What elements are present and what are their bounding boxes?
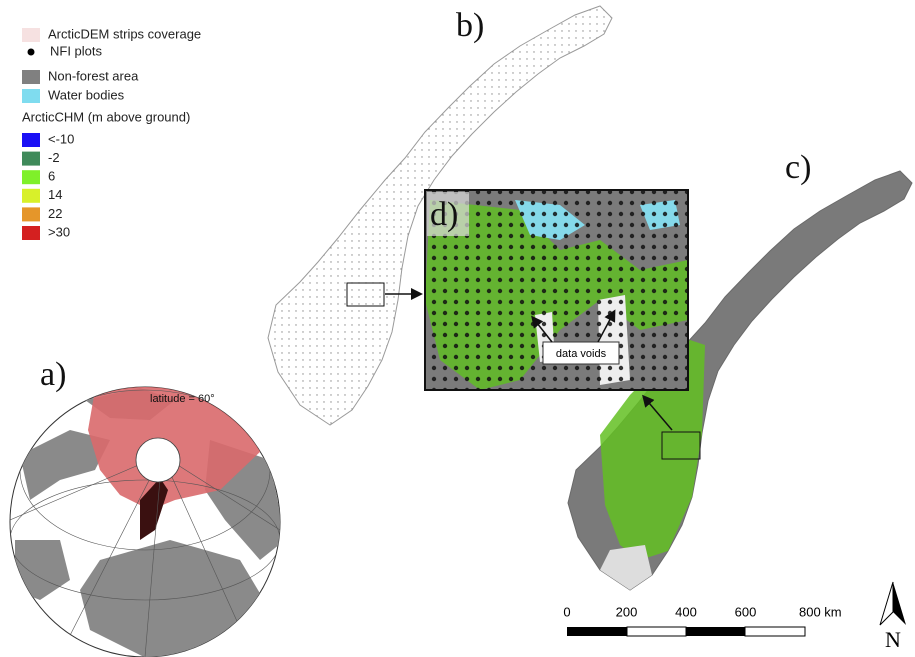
scale-labels: 0 200 400 600 800 km [563,604,841,619]
legend-label: Water bodies [48,87,125,102]
legend-label: 22 [48,206,62,221]
north-arrow: N [880,582,906,652]
legend-swatch [22,170,40,184]
scale-label: 400 [675,604,697,619]
scale-label: 600 [735,604,757,619]
legend-label: 6 [48,169,55,184]
legend-label: <-10 [48,131,74,146]
legend-swatch [22,70,40,84]
legend-title: ArcticCHM (m above ground) [22,109,190,124]
legend-label: Non-forest area [48,68,139,83]
inset: d) data voids [425,190,688,390]
panel-label: c) [785,149,811,186]
legend-label: -2 [48,150,60,165]
legend-label: ArcticDEM strips coverage [48,26,201,41]
panel-label: a) [40,356,66,393]
annotation: data voids [556,348,607,360]
scale-bar [567,627,805,636]
legend-swatch [22,133,40,147]
north-label: N [885,627,901,652]
legend: ArcticDEM strips coverage NFI plots Non-fo… [22,26,201,240]
globe-label: latitude = 60° [150,393,215,405]
globe: latitude = 60° [10,379,285,657]
legend-swatch [22,189,40,203]
scale-label: 0 [563,604,570,619]
panel-label: b) [456,7,484,44]
scale-label: 800 km [799,604,842,619]
legend-label: NFI plots [50,43,103,58]
scale-label: 200 [616,604,638,619]
legend-swatch [22,207,40,221]
legend-label: 14 [48,187,62,202]
legend-symbol [28,49,35,56]
legend-swatch [22,28,40,42]
legend-swatch [22,89,40,103]
legend-swatch [22,152,40,166]
panel-label: d) [430,196,458,233]
legend-label: >30 [48,224,70,239]
figure: ArcticDEM strips coverage NFI plots Non-fo… [0,0,915,657]
legend-swatch [22,226,40,240]
